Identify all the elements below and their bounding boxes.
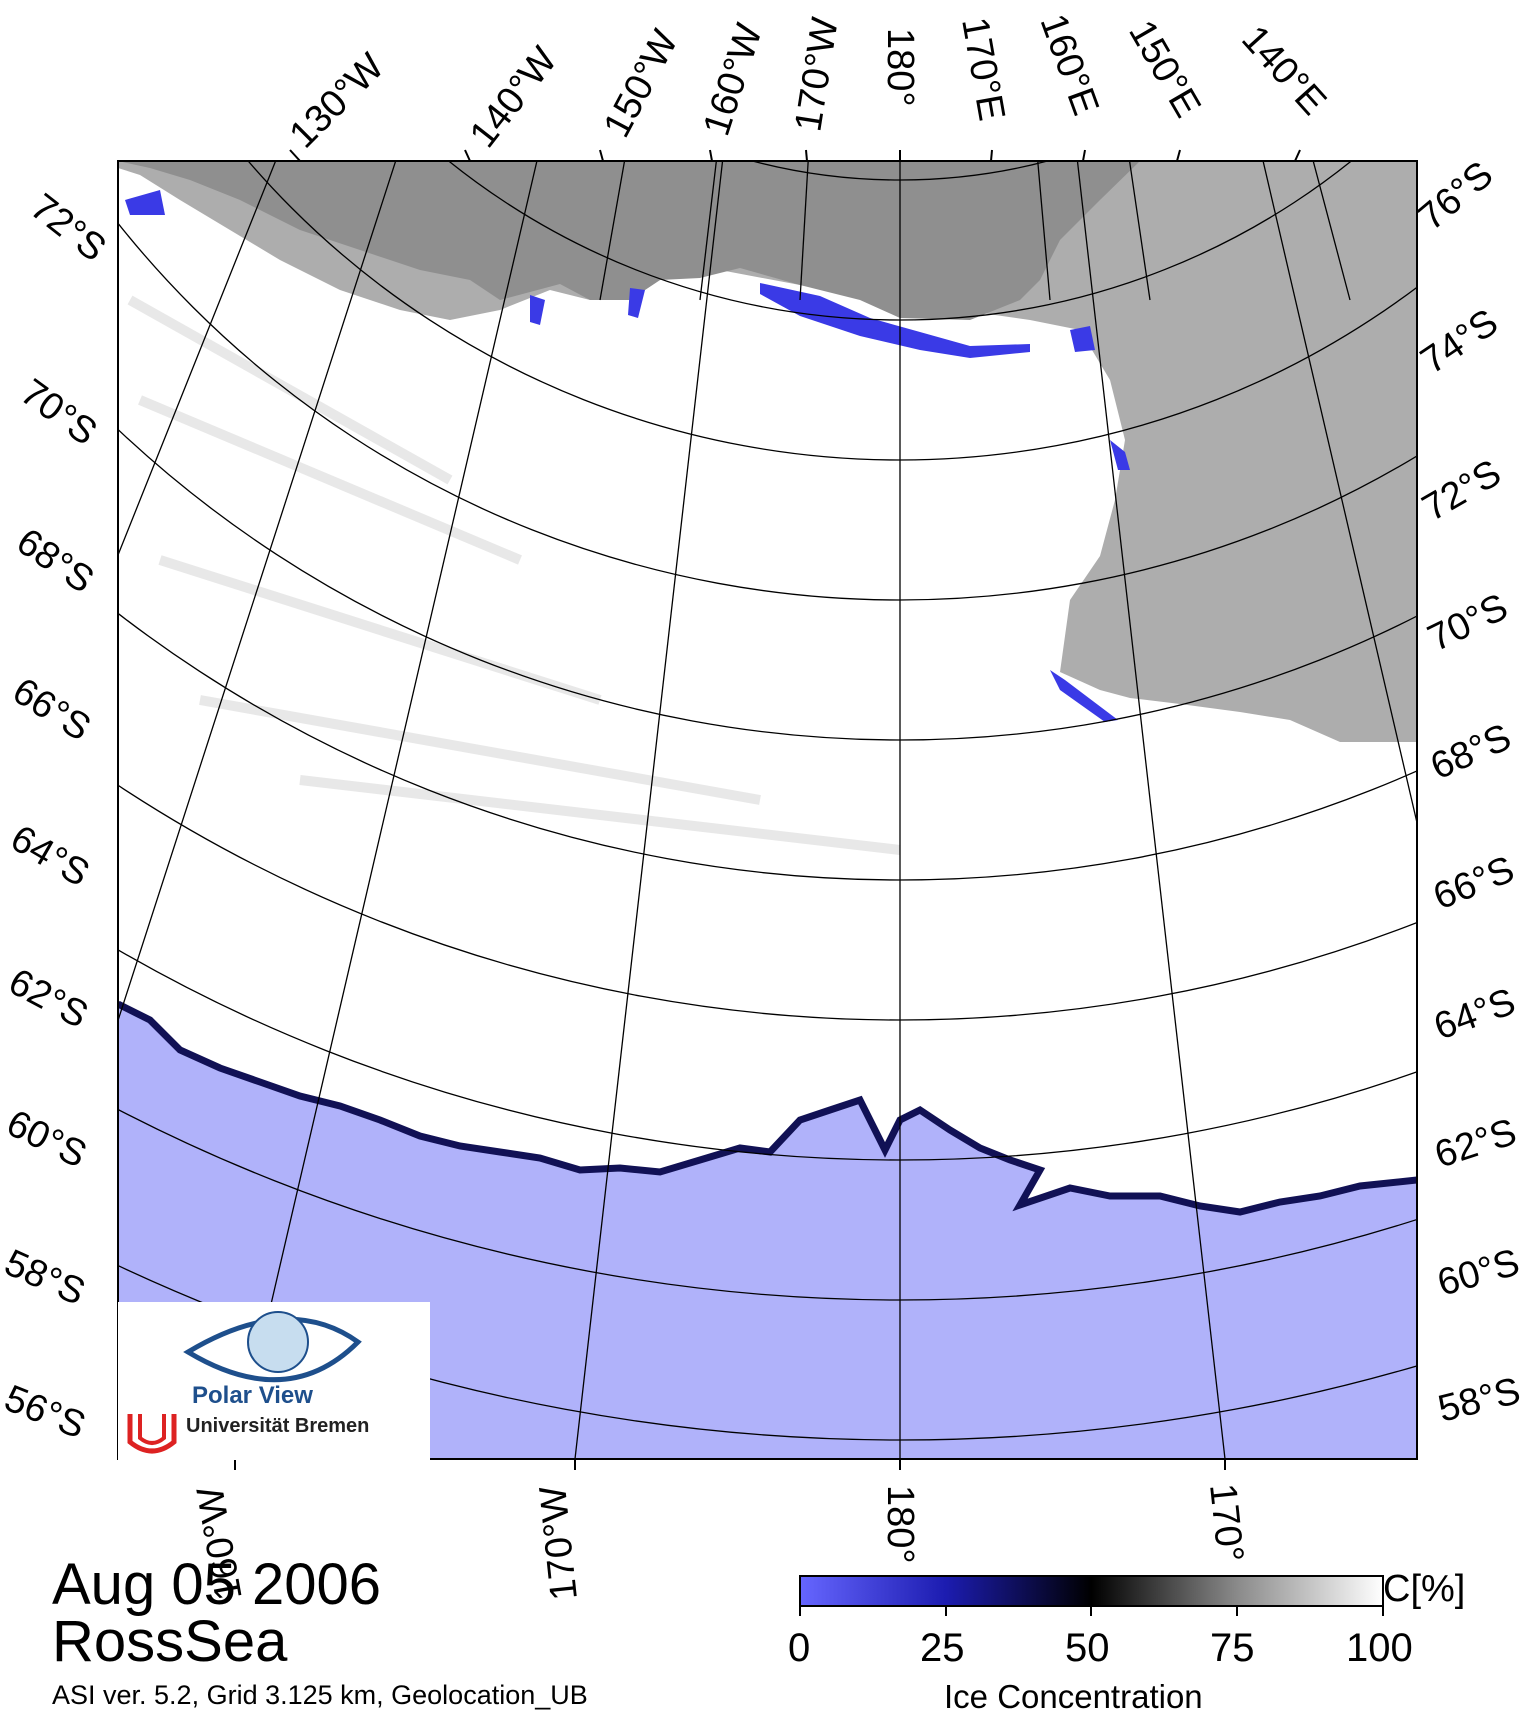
legend-unit: C[%] (1383, 1568, 1466, 1610)
frame-ticks (234, 149, 1301, 1470)
eye-logo-icon (126, 1311, 362, 1454)
right-label: 74°S (1414, 301, 1506, 382)
legend-tick: 75 (1210, 1626, 1255, 1670)
map-date: Aug 05 2006 (52, 1552, 381, 1617)
right-label: 72°S (1416, 452, 1509, 530)
legend-colorbar (799, 1575, 1384, 1607)
map-footer: ASI ver. 5.2, Grid 3.125 km, Geolocation… (52, 1680, 588, 1710)
left-label: 68°S (9, 521, 101, 602)
legend-title: Ice Concentration (944, 1678, 1203, 1715)
right-label: 70°S (1422, 586, 1515, 660)
left-label: 70°S (13, 371, 105, 454)
top-label: 150°W (596, 23, 687, 144)
legend-tick: 100 (1346, 1626, 1413, 1670)
left-label: 72°S (22, 186, 113, 270)
left-label: 62°S (2, 961, 95, 1037)
legend-tick: 0 (788, 1626, 811, 1670)
parallel-grid (118, 161, 1417, 1441)
legend-tick: 50 (1065, 1626, 1110, 1670)
right-label: 66°S (1428, 848, 1521, 918)
left-label: 60°S (0, 1102, 93, 1176)
meridian-grid (118, 161, 1417, 1459)
logo-institution: Universität Bremen (186, 1415, 370, 1437)
legend-tick: 25 (920, 1626, 965, 1670)
ice-edge (118, 1000, 1417, 1216)
land-area (118, 161, 1140, 320)
top-label: 170°E (953, 14, 1012, 124)
left-label: 56°S (0, 1377, 91, 1447)
top-label: 170°W (787, 15, 846, 135)
top-label: 180° (879, 28, 921, 107)
bottom-label: 170° (1201, 1482, 1251, 1565)
left-label: 66°S (5, 670, 97, 750)
left-latitude-labels: 72°S 70°S 68°S 66°S 64°S 62°S 60°S 58°S … (0, 186, 114, 1447)
right-label: 64°S (1429, 981, 1521, 1049)
top-label: 150°E (1120, 14, 1208, 125)
left-label: 64°S (4, 817, 97, 895)
top-label: 160°E (1032, 9, 1107, 121)
legend-ticks (799, 1606, 1384, 1616)
left-label: 58°S (0, 1242, 91, 1314)
right-label: 76°S (1411, 153, 1501, 238)
top-label: 140°W (462, 39, 566, 155)
top-label: 160°W (696, 19, 771, 141)
coastal-polynya (125, 190, 1130, 722)
bottom-label: 180° (879, 1485, 921, 1564)
right-label: 60°S (1433, 1241, 1524, 1304)
right-label: 68°S (1425, 716, 1518, 788)
map-region: RossSea (52, 1609, 288, 1674)
right-label: 58°S (1434, 1370, 1525, 1431)
top-label: 140°E (1233, 18, 1334, 123)
right-label: 62°S (1430, 1111, 1522, 1177)
polar-view-logo: Polar View Universität Bremen (118, 1302, 430, 1460)
top-label: 130°W (282, 46, 393, 157)
map-frame (117, 160, 1418, 1460)
right-latitude-labels: 76°S 74°S 72°S 70°S 68°S 66°S 64°S 62°S … (1411, 153, 1525, 1430)
ice-shelf-area (118, 161, 1417, 742)
bottom-label: 170°W (532, 1484, 586, 1602)
logo-title: Polar View (192, 1382, 313, 1409)
open-water-area (118, 1004, 1417, 1459)
top-longitude-labels: 130°W 140°W 150°W 160°W 170°W 180° 170°E… (282, 9, 1334, 157)
